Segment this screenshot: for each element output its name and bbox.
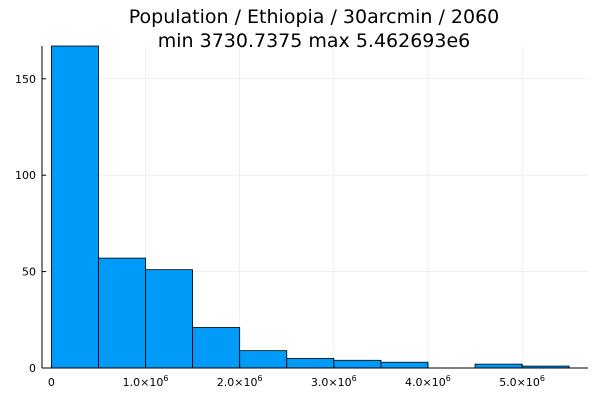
- chart-title-line1: Population / Ethiopia / 30arcmin / 2060: [129, 6, 500, 28]
- histogram-bar: [333, 359, 382, 369]
- histogram-bar: [51, 45, 99, 369]
- histogram-bar: [239, 350, 288, 369]
- y-tick-label: 150: [15, 73, 36, 86]
- x-tick-label: 3.0×106: [311, 374, 357, 389]
- histogram-bar: [380, 361, 429, 369]
- histogram-bar: [98, 257, 146, 369]
- axes-layer: [41, 46, 588, 369]
- histogram-bar: [192, 327, 241, 369]
- y-tick-label: 0: [29, 362, 36, 375]
- x-tick-label: 1.0×106: [123, 374, 169, 389]
- histogram-bar: [286, 357, 335, 369]
- x-tick-label: 2.0×106: [217, 374, 263, 389]
- x-tick-label: 4.0×106: [405, 374, 451, 389]
- histogram-bar: [474, 363, 523, 369]
- bars-layer: [51, 45, 570, 369]
- ticks-layer: 0 50 100 150 0 1.0×106 2.0×106 3.0×106 4.0×106 5.…: [15, 73, 545, 389]
- chart-title-line2: min 3730.7375 max 5.462693e6: [158, 30, 471, 52]
- y-tick-label: 50: [22, 266, 36, 279]
- x-tick-label: 0: [48, 376, 55, 389]
- x-tick-label: 5.0×106: [499, 374, 545, 389]
- histogram-bar: [145, 269, 194, 369]
- y-tick-label: 100: [15, 169, 36, 182]
